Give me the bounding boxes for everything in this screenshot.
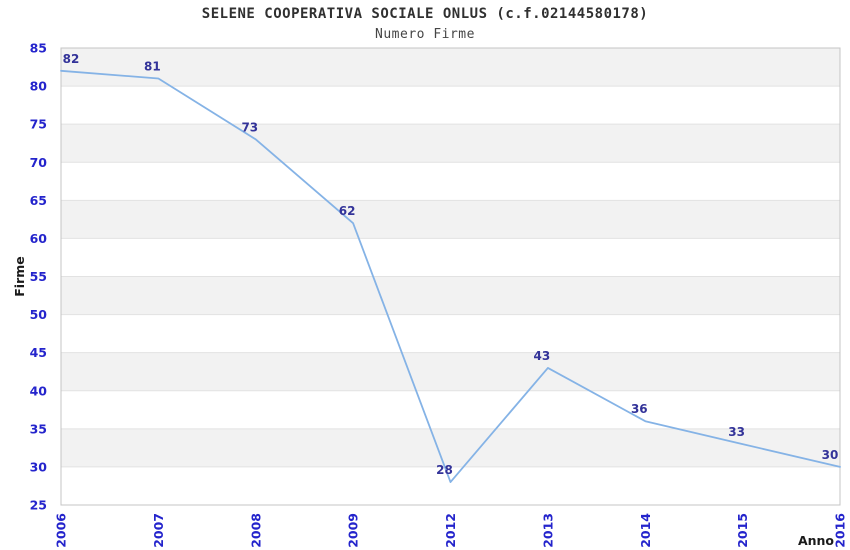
y-axis-tick-label: 40 bbox=[30, 383, 48, 398]
chart-title: SELENE COOPERATIVA SOCIALE ONLUS (c.f.02… bbox=[201, 6, 649, 22]
data-point-label: 73 bbox=[241, 120, 258, 134]
x-axis-tick-label: 2014 bbox=[638, 513, 653, 548]
data-point-label: 36 bbox=[631, 402, 648, 416]
x-axis-tick-label: 2007 bbox=[151, 513, 166, 548]
x-axis-tick-label: 2012 bbox=[443, 513, 458, 548]
x-axis-title: Anno bbox=[798, 533, 834, 548]
y-axis-tick-label: 70 bbox=[30, 155, 48, 170]
plot-border bbox=[60, 47, 841, 506]
data-point-label: 81 bbox=[144, 60, 161, 74]
grid-band bbox=[61, 352, 840, 391]
data-point-label: 28 bbox=[436, 463, 453, 477]
x-axis-tick-label: 2008 bbox=[248, 513, 263, 548]
y-axis-tick-label: 60 bbox=[30, 231, 48, 246]
y-axis-title: Firme bbox=[12, 256, 27, 297]
y-axis-tick-label: 80 bbox=[30, 79, 48, 94]
y-axis-tick-label: 75 bbox=[30, 117, 47, 132]
y-axis-tick-label: 25 bbox=[30, 498, 47, 513]
x-axis-tick-label: 2016 bbox=[833, 513, 848, 548]
y-axis-tick-label: 55 bbox=[30, 269, 47, 284]
data-point-label: 43 bbox=[534, 349, 551, 363]
grid-band bbox=[61, 124, 840, 163]
x-axis-tick-label: 2015 bbox=[735, 513, 750, 548]
y-axis-tick-label: 85 bbox=[30, 41, 47, 56]
y-axis-tick-label: 50 bbox=[30, 307, 48, 322]
data-point-label: 33 bbox=[728, 425, 745, 439]
data-point-label: 30 bbox=[822, 448, 839, 462]
grid-band bbox=[61, 276, 840, 315]
y-axis-tick-label: 35 bbox=[30, 421, 47, 436]
data-line bbox=[60, 69, 841, 484]
x-axis-tick-label: 2013 bbox=[540, 513, 555, 548]
data-point-label: 62 bbox=[339, 204, 356, 218]
y-axis-tick-label: 30 bbox=[30, 459, 48, 474]
grid-band bbox=[61, 48, 840, 87]
x-axis-tick-label: 2009 bbox=[346, 513, 361, 548]
data-point-label: 82 bbox=[63, 52, 80, 66]
y-axis-tick-label: 45 bbox=[30, 345, 47, 360]
y-axis-tick-label: 65 bbox=[30, 193, 47, 208]
x-axis-tick-label: 2006 bbox=[54, 513, 69, 548]
grid-band bbox=[61, 200, 840, 239]
grid-band bbox=[61, 428, 840, 467]
chart-subtitle: Numero Firme bbox=[375, 27, 475, 42]
